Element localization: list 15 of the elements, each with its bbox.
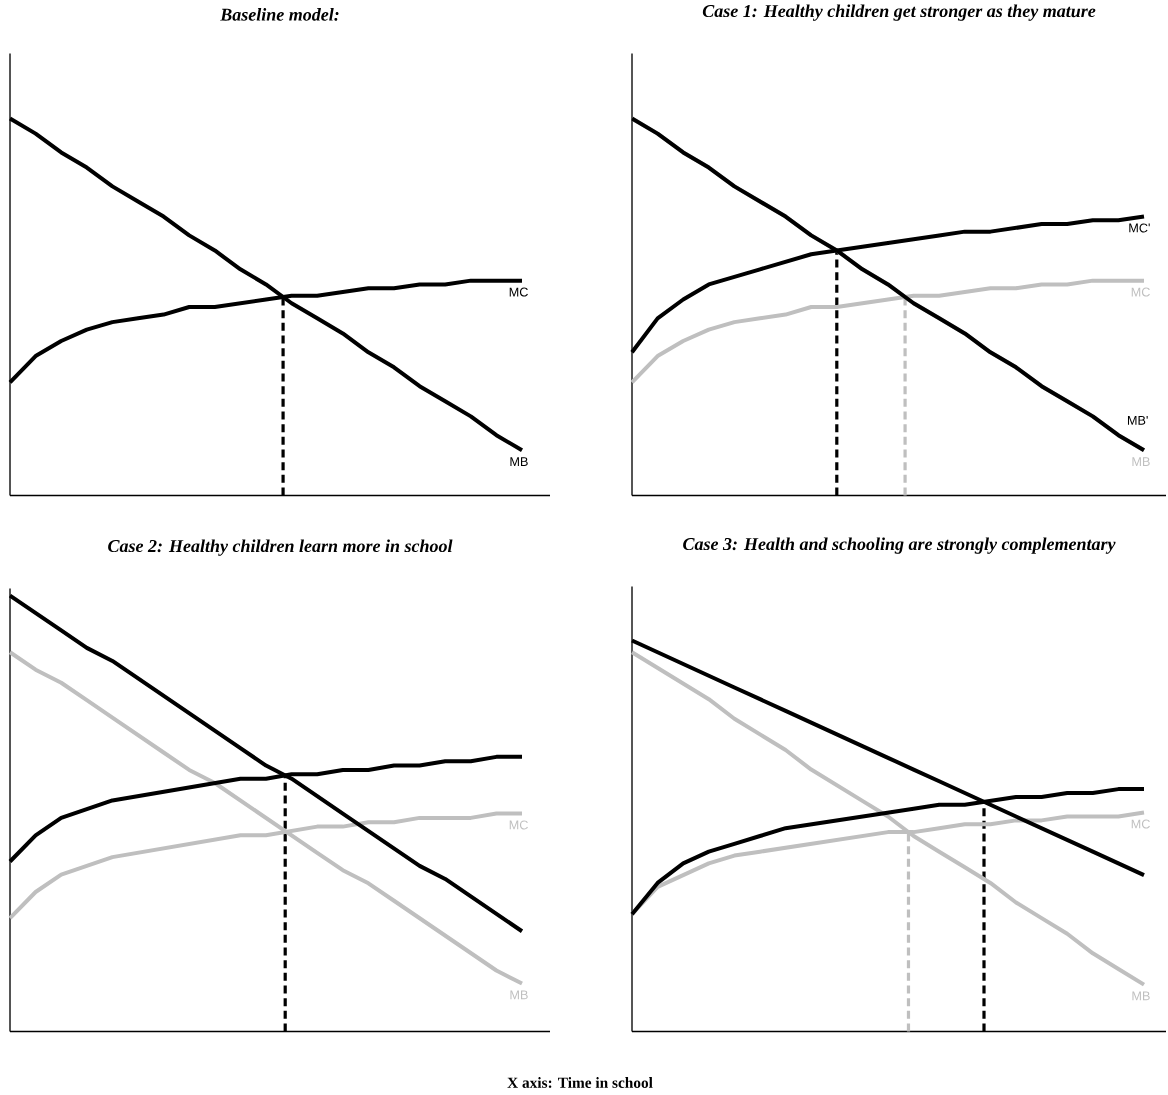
series-label: MC bbox=[1131, 819, 1150, 829]
chart-title: Case 3: Health and schooling are strongly complementary bbox=[683, 537, 1116, 555]
series-label: MC bbox=[509, 287, 528, 297]
series-label: MB bbox=[1132, 457, 1150, 467]
chart-title: Case 1: Healthy children get stronger as they mature bbox=[702, 4, 1096, 22]
chart-title: Baseline model: bbox=[220, 8, 339, 22]
series-label: MB bbox=[1132, 991, 1150, 1001]
series-label: MB bbox=[510, 457, 528, 467]
series-label: MC' bbox=[1129, 223, 1150, 233]
series-label: MC bbox=[1131, 287, 1150, 297]
chart-title: Case 2: Healthy children learn more in school bbox=[108, 539, 453, 557]
series-label: MC bbox=[509, 820, 528, 830]
series-label: MB' bbox=[1127, 416, 1148, 425]
text: X axis: Time in school bbox=[507, 1077, 653, 1089]
series-label: MB bbox=[510, 990, 528, 1000]
